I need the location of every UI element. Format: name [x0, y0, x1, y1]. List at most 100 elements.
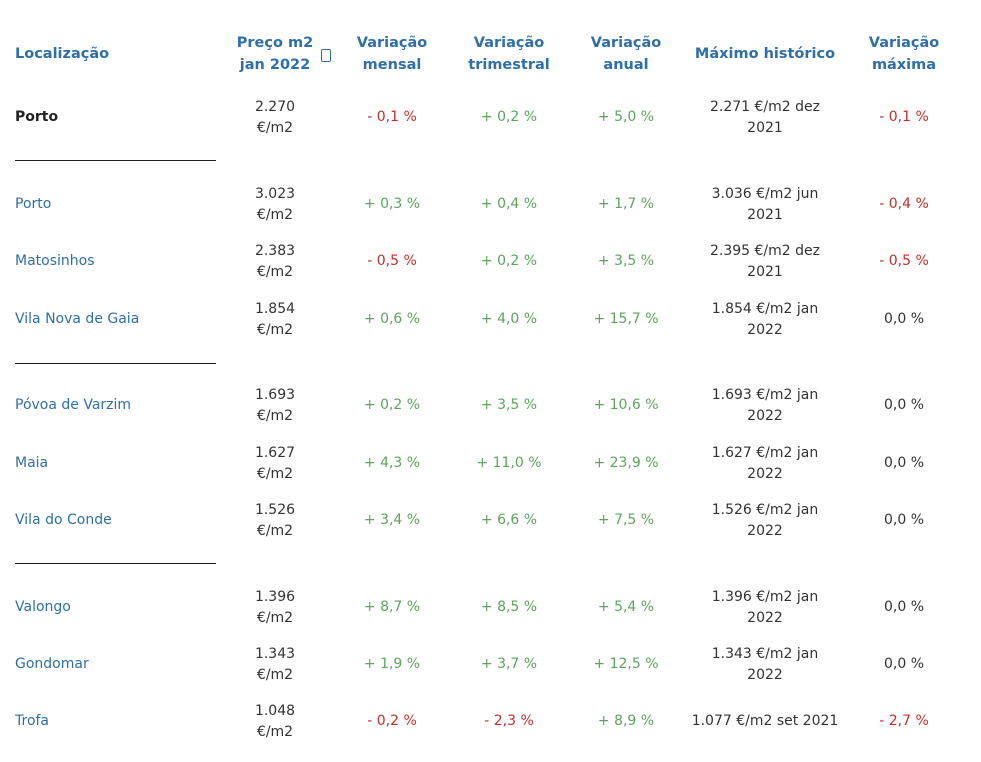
- monthly-variation-cell: + 3,4 %: [342, 496, 442, 546]
- max-variation-cell-value: 0,0 %: [883, 311, 925, 328]
- location-link[interactable]: Gondomar: [15, 640, 215, 690]
- price-cell-line: €/m2: [256, 207, 294, 223]
- location-name: Valongo: [15, 599, 71, 616]
- location-link[interactable]: Trofa: [15, 697, 215, 747]
- price-cell-line: €/m2: [256, 322, 294, 338]
- max-variation-cell-value: - 0,1 %: [879, 109, 929, 126]
- quarterly-variation-cell: + 11,0 %: [459, 439, 559, 489]
- annual-variation-cell: + 8,9 %: [576, 697, 676, 747]
- max-historic-cell-line: 2022: [747, 610, 783, 626]
- annual-variation-cell: + 15,7 %: [576, 295, 676, 345]
- quarterly-variation-cell-value: + 0,2 %: [480, 109, 538, 126]
- checkbox-square-icon[interactable]: [321, 49, 331, 62]
- annual-variation-cell-value: + 15,7 %: [593, 311, 659, 328]
- header-max-variation-line2: máxima: [871, 57, 937, 73]
- location-link[interactable]: Vila do Conde: [15, 496, 215, 546]
- location-name: Porto: [15, 109, 59, 126]
- header-annual-line1: Variação: [590, 35, 662, 51]
- price-cell: 1.048 €/m2: [225, 697, 325, 747]
- max-variation-cell: 0,0 %: [854, 583, 954, 633]
- annual-variation-cell: + 7,5 %: [576, 496, 676, 546]
- annual-variation-cell-value: + 10,6 %: [593, 397, 659, 414]
- annual-variation-cell-value: + 1,7 %: [597, 196, 655, 213]
- monthly-variation-cell: + 8,7 %: [342, 583, 442, 633]
- annual-variation-cell: + 23,9 %: [576, 439, 676, 489]
- header-price[interactable]: Preço m2 jan 2022: [225, 32, 325, 76]
- location-link[interactable]: Póvoa de Varzim: [15, 381, 215, 431]
- quarterly-variation-cell-value: + 3,7 %: [480, 656, 538, 673]
- price-cell-line: €/m2: [256, 523, 294, 539]
- price-cell-line: 1.854: [254, 300, 296, 317]
- monthly-variation-cell: - 0,1 %: [342, 93, 442, 143]
- quarterly-variation-cell-value: + 0,2 %: [480, 253, 538, 270]
- group-divider: [15, 160, 216, 161]
- location-name: Vila do Conde: [15, 512, 112, 529]
- header-monthly[interactable]: Variação mensal: [342, 32, 442, 76]
- header-location-label: Localização: [15, 46, 110, 62]
- quarterly-variation-cell: - 2,3 %: [459, 697, 559, 747]
- quarterly-variation-cell-value: + 4,0 %: [480, 311, 538, 328]
- location-name: Porto: [15, 196, 52, 213]
- max-variation-cell-value: - 0,5 %: [879, 253, 929, 270]
- monthly-variation-cell-value: - 0,2 %: [367, 713, 417, 730]
- quarterly-variation-cell: + 4,0 %: [459, 295, 559, 345]
- price-cell-line: 1.693: [254, 386, 296, 403]
- header-monthly-line1: Variação: [356, 35, 428, 51]
- max-historic-cell-line: 2022: [747, 523, 783, 539]
- price-cell-line: 1.343: [254, 645, 296, 662]
- location-name: Póvoa de Varzim: [15, 397, 132, 414]
- location-name: Gondomar: [15, 656, 89, 673]
- price-cell-line: 1.048: [254, 702, 296, 719]
- header-annual[interactable]: Variação anual: [576, 32, 676, 76]
- location-link: Porto: [15, 93, 215, 143]
- price-cell-line: €/m2: [256, 610, 294, 626]
- annual-variation-cell-value: + 12,5 %: [593, 656, 659, 673]
- quarterly-variation-cell: + 3,7 %: [459, 640, 559, 690]
- location-link[interactable]: Porto: [15, 180, 215, 230]
- monthly-variation-cell: + 0,2 %: [342, 381, 442, 431]
- max-variation-cell: 0,0 %: [854, 640, 954, 690]
- location-link[interactable]: Valongo: [15, 583, 215, 633]
- price-cell: 2.383 €/m2: [225, 237, 325, 287]
- location-link[interactable]: Matosinhos: [15, 237, 215, 287]
- price-cell: 1.526 €/m2: [225, 496, 325, 546]
- price-cell-line: €/m2: [256, 120, 294, 136]
- header-max-variation[interactable]: Variação máxima: [854, 32, 954, 76]
- max-variation-cell: - 2,7 %: [854, 697, 954, 747]
- header-quarterly[interactable]: Variação trimestral: [459, 32, 559, 76]
- annual-variation-cell: + 3,5 %: [576, 237, 676, 287]
- max-variation-cell: - 0,1 %: [854, 93, 954, 143]
- quarterly-variation-cell-value: + 11,0 %: [476, 455, 542, 472]
- max-variation-cell: 0,0 %: [854, 295, 954, 345]
- header-price-line2: jan 2022: [239, 57, 311, 73]
- max-historic-cell-line: 3.036 €/m2 jun: [711, 185, 819, 202]
- monthly-variation-cell: - 0,2 %: [342, 697, 442, 747]
- quarterly-variation-cell-value: - 2,3 %: [484, 713, 534, 730]
- quarterly-variation-cell: + 0,2 %: [459, 237, 559, 287]
- quarterly-variation-cell: + 6,6 %: [459, 496, 559, 546]
- price-cell-line: 1.526: [254, 501, 296, 518]
- header-max-historic[interactable]: Máximo histórico: [685, 32, 845, 76]
- max-historic-cell: 1.526 €/m2 jan 2022: [680, 496, 850, 546]
- annual-variation-cell-value: + 3,5 %: [597, 253, 655, 270]
- quarterly-variation-cell: + 3,5 %: [459, 381, 559, 431]
- location-link[interactable]: Vila Nova de Gaia: [15, 295, 215, 345]
- location-link[interactable]: Maia: [15, 439, 215, 489]
- max-historic-cell-line: 1.343 €/m2 jan: [711, 645, 819, 662]
- max-variation-cell: 0,0 %: [854, 496, 954, 546]
- quarterly-variation-cell: + 8,5 %: [459, 583, 559, 633]
- monthly-variation-cell-value: + 4,3 %: [363, 455, 421, 472]
- max-historic-cell: 1.854 €/m2 jan 2022: [680, 295, 850, 345]
- header-location[interactable]: Localização: [15, 32, 215, 76]
- header-price-line1: Preço m2: [236, 35, 314, 51]
- annual-variation-cell: + 5,4 %: [576, 583, 676, 633]
- max-historic-cell-line: 2022: [747, 408, 783, 424]
- max-historic-cell-line: 2022: [747, 322, 783, 338]
- max-variation-cell-value: - 0,4 %: [879, 196, 929, 213]
- monthly-variation-cell: + 0,6 %: [342, 295, 442, 345]
- max-historic-cell-line: 2021: [747, 207, 783, 223]
- max-variation-cell-value: - 2,7 %: [879, 713, 929, 730]
- price-cell-line: €/m2: [256, 264, 294, 280]
- max-historic-cell-line: 1.077 €/m2 set 2021: [691, 713, 839, 730]
- annual-variation-cell: + 10,6 %: [576, 381, 676, 431]
